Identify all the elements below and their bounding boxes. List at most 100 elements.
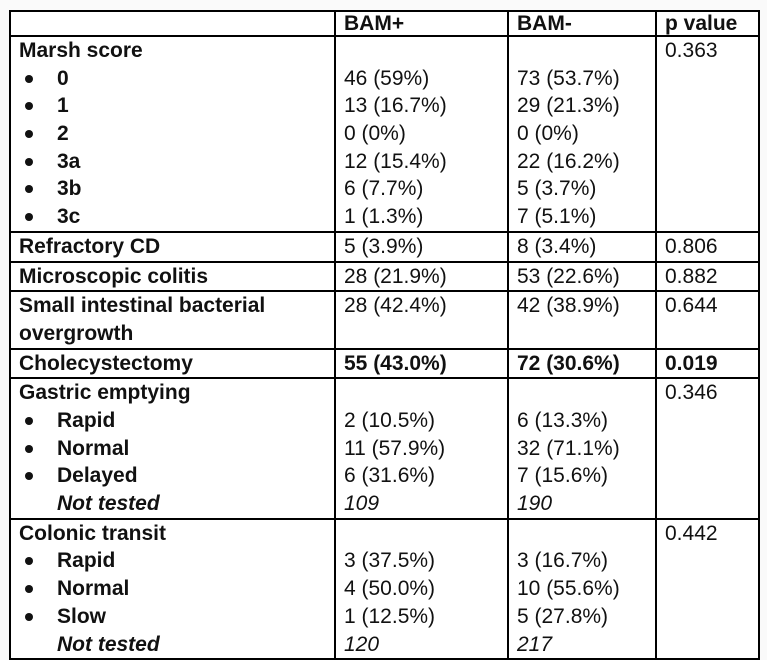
- bam-negative-value: 190: [517, 492, 553, 516]
- row-label-cell: Cholecystectomy: [9, 347, 336, 380]
- bam-positive-value: 0 (0%): [344, 122, 406, 146]
- bam-positive-value: 28 (42.4%): [344, 294, 447, 318]
- bullet-item: 0: [11, 65, 334, 93]
- bam-positive-value: 6 (7.7%): [344, 177, 424, 201]
- p-value: 0.019: [665, 351, 718, 375]
- bullet-item: 1: [11, 92, 334, 120]
- bullet-item-label: Normal: [57, 577, 130, 601]
- bam-positive-value: 28 (21.9%): [344, 264, 447, 288]
- bam-positive-cell: 46 (59%) 13 (16.7%) 0 (0%) 12 (15.4%) 6 (7.7…: [334, 35, 509, 233]
- empty-line: [336, 520, 507, 548]
- bullet-icon: [25, 185, 33, 194]
- p-value: 0.363: [665, 39, 718, 62]
- empty-line: [509, 379, 655, 407]
- bullet-item: Normal: [11, 435, 334, 463]
- bam-negative-value: 8 (3.4%): [517, 234, 597, 258]
- bam-positive-cell: 28 (42.4%): [334, 290, 509, 350]
- bam-positive-value: 2 (10.5%): [344, 409, 436, 433]
- header-empty: [9, 10, 336, 37]
- p-value: 0.644: [665, 294, 718, 318]
- bam-negative-value: 42 (38.9%): [517, 294, 620, 318]
- p-value-cell: 0.644: [655, 290, 760, 350]
- bam-positive-value: 120: [344, 632, 380, 656]
- bullet-item-label: 0: [57, 66, 69, 90]
- bam-negative-cell: 42 (38.9%): [507, 290, 657, 350]
- bam-negative-cell: 72 (30.6%): [507, 347, 657, 380]
- row-label-cell: Colonic transit Rapid Normal Slow Not tested: [9, 517, 336, 660]
- bullet-icon: [25, 130, 33, 139]
- bullet-item: 3b: [11, 175, 334, 203]
- bullet-icon: [25, 472, 33, 481]
- header-p-value: p value: [655, 10, 760, 37]
- bam-negative-value: 6 (13.3%): [517, 409, 609, 433]
- bullet-icon: [25, 74, 33, 83]
- not-tested-label: Not tested: [57, 492, 160, 516]
- bullet-icon: [25, 612, 33, 621]
- p-value-cell: 0.442: [655, 517, 760, 660]
- bam-positive-cell: 5 (3.9%): [334, 230, 509, 263]
- bullet-item-label: 3c: [57, 205, 81, 229]
- bam-negative-value: 32 (71.1%): [517, 436, 620, 460]
- bam-positive-value: 109: [344, 492, 380, 516]
- bam-positive-cell: 3 (37.5%) 4 (50.0%) 1 (12.5%) 120: [334, 517, 509, 660]
- table-row: Microscopic colitis 28 (21.9%) 53 (22.6%) 0…: [9, 260, 760, 293]
- p-value: 0.442: [665, 521, 718, 545]
- bullet-item-label: 3a: [57, 149, 81, 173]
- bam-negative-value: 10 (55.6%): [517, 577, 620, 601]
- p-value-cell: 0.019: [655, 347, 760, 380]
- table-row: Gastric emptying Rapid Normal Delayed Not te…: [9, 377, 760, 520]
- bam-positive-value: 5 (3.9%): [344, 234, 424, 258]
- row-label-cell: Microscopic colitis: [9, 260, 336, 293]
- bullet-icon: [25, 444, 33, 453]
- bam-positive-value: 12 (15.4%): [344, 149, 447, 173]
- bam-positive-value: 1 (1.3%): [344, 205, 424, 229]
- bullet-item: Rapid: [11, 407, 334, 435]
- bam-negative-cell: 53 (22.6%): [507, 260, 657, 293]
- bam-negative-value: 7 (5.1%): [517, 205, 597, 229]
- row-label: Cholecystectomy: [19, 351, 193, 375]
- bam-positive-value: 4 (50.0%): [344, 577, 436, 601]
- bam-negative-value: 3 (16.7%): [517, 549, 609, 573]
- bullet-item: Delayed: [11, 462, 334, 490]
- bam-positive-value: 3 (37.5%): [344, 549, 436, 573]
- bam-negative-value: 5 (27.8%): [517, 604, 609, 628]
- bullet-item-label: Normal: [57, 436, 130, 460]
- empty-line: [509, 520, 655, 548]
- bam-negative-value: 73 (53.7%): [517, 66, 620, 90]
- empty-line: [336, 37, 507, 65]
- bullet-item: 3c: [11, 203, 334, 231]
- bam-positive-cell: 55 (43.0%): [334, 347, 509, 380]
- bullet-icon: [25, 557, 33, 566]
- bullet-icon: [25, 417, 33, 426]
- bullet-item-label: 3b: [57, 177, 82, 201]
- bam-negative-value: 72 (30.6%): [517, 351, 620, 375]
- bam-negative-cell: 73 (53.7%) 29 (21.3%) 0 (0%) 22 (16.2%) 5 (3…: [507, 35, 657, 233]
- bam-negative-value: 217: [517, 632, 553, 656]
- bam-negative-value: 7 (15.6%): [517, 464, 609, 488]
- bullet-icon: [25, 213, 33, 222]
- row-label: Refractory CD: [19, 234, 161, 258]
- row-label-cell: Refractory CD: [9, 230, 336, 263]
- bullet-item-label: Slow: [57, 604, 107, 628]
- not-tested-label: Not tested: [57, 632, 160, 656]
- row-label: Microscopic colitis: [19, 264, 209, 288]
- empty-line: [509, 37, 655, 65]
- bullet-icon: [25, 585, 33, 594]
- bullet-item-label: Delayed: [57, 464, 138, 488]
- group-label: Gastric emptying: [19, 381, 191, 405]
- table-row: Cholecystectomy 55 (43.0%) 72 (30.6%) 0.019: [9, 347, 760, 380]
- bam-positive-cell: 2 (10.5%) 11 (57.9%) 6 (31.6%) 109: [334, 377, 509, 520]
- p-value-cell: 0.363: [655, 35, 760, 233]
- bullet-icon: [25, 102, 33, 111]
- bullet-item-label: Rapid: [57, 549, 116, 573]
- header-bam-positive: BAM+: [334, 10, 509, 37]
- p-value-cell: 0.346: [655, 377, 760, 520]
- table-row: Small intestinal bacterial overgrowth 28 …: [9, 290, 760, 350]
- group-label: Colonic transit: [19, 521, 167, 545]
- bullet-item: Rapid: [11, 547, 334, 575]
- bullet-item-label: 2: [57, 122, 69, 146]
- bam-negative-value: 5 (3.7%): [517, 177, 597, 201]
- header-bam-negative: BAM-: [507, 10, 657, 37]
- empty-line: [336, 379, 507, 407]
